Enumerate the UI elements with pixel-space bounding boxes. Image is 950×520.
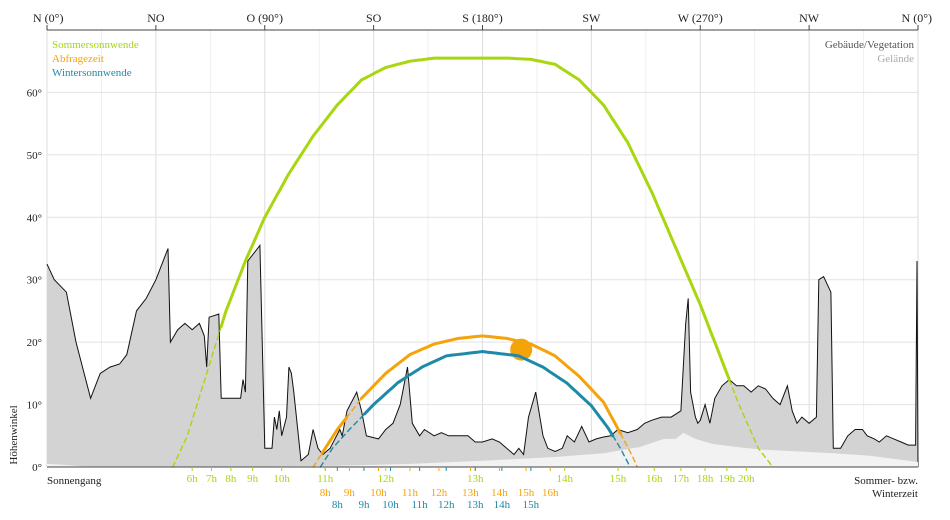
buildings-vegetation-outline: [46, 243, 919, 468]
hour-label: 10h: [273, 473, 290, 485]
terrain-area: [47, 432, 918, 467]
sun-path-0-visible: [219, 56, 731, 382]
y-tick-label: 40°: [27, 212, 42, 224]
hour-label: 14h: [491, 487, 508, 499]
legend-left-entry: Sommersonnwende: [52, 39, 139, 51]
buildings-vegetation-area: [47, 245, 918, 467]
bottom-left-label: Sonnengang: [47, 475, 102, 487]
sun-path-0-hidden: [728, 378, 774, 468]
horizon-profile: [46, 243, 919, 468]
y-tick-label: 30°: [27, 275, 42, 287]
direction-label: NO: [147, 11, 165, 25]
sun-path-2-visible: [408, 349, 615, 438]
direction-label: S (180°): [462, 11, 502, 25]
sun-path-1-hidden: [619, 432, 638, 468]
sun-paths: [172, 56, 774, 468]
hour-label: 20h: [738, 473, 755, 485]
hour-label: 11h: [402, 487, 419, 499]
hour-label: 8h: [332, 499, 344, 511]
hour-label: 10h: [370, 487, 387, 499]
hour-label: 11h: [317, 473, 334, 485]
legend-right-entry: Gelände: [877, 53, 914, 65]
hour-labels: 6h 7h 8h 9h 10h 11h 12h 13h 14h 15h 16h 17h 18h 19h 20…: [187, 467, 755, 511]
hour-label: 8h: [320, 487, 332, 499]
chart-axes: N (0°) NO O (90°) SO S (180°) SW W (270°) NW N (…: [27, 11, 932, 474]
sun-path-1-visible: [320, 416, 348, 455]
direction-label: NW: [799, 11, 820, 25]
direction-label: SO: [366, 11, 382, 25]
legend-right-entry: Gebäude/Vegetation: [825, 39, 915, 51]
sun-path-1-hidden: [345, 397, 363, 419]
direction-label: W (270°): [678, 11, 723, 25]
hour-label: 15h: [518, 487, 535, 499]
hour-label: 9h: [344, 487, 356, 499]
chart-labels: Höhenwinkel Sonnengang Sommer- bzw. Wint…: [8, 405, 918, 500]
hour-label: 10h: [382, 499, 399, 511]
hour-label: 17h: [673, 473, 690, 485]
hour-label: 7h: [206, 473, 218, 485]
hour-label: 14h: [557, 473, 574, 485]
legend-left-entry: Abfragezeit: [52, 53, 104, 65]
direction-label: O (90°): [247, 11, 283, 25]
hour-label: 12h: [377, 473, 394, 485]
hour-label: 14h: [494, 499, 511, 511]
y-axis-label: Höhenwinkel: [8, 405, 20, 464]
hour-label: 11h: [412, 499, 429, 511]
hour-label: 12h: [431, 487, 448, 499]
sun-path-1-visible: [360, 334, 622, 435]
legend: Sommersonnwende Abfragezeit Wintersonnwend…: [52, 39, 914, 79]
direction-label: SW: [582, 11, 601, 25]
sun-path-2-hidden: [612, 435, 631, 468]
hour-label: 15h: [610, 473, 627, 485]
hour-label: 6h: [187, 473, 199, 485]
sun-path-2-visible: [363, 375, 409, 416]
hour-label: 16h: [542, 487, 559, 499]
hour-label: 16h: [646, 473, 663, 485]
sun-path-0-hidden: [172, 325, 222, 468]
sun-path-1-hidden: [312, 452, 323, 468]
y-tick-label: 50°: [27, 150, 42, 162]
hour-label: 19h: [719, 473, 736, 485]
bottom-right-label-line2: Winterzeit: [872, 488, 918, 500]
hour-label: 18h: [697, 473, 714, 485]
sun-path-2-hidden: [319, 413, 366, 468]
hour-label: 15h: [523, 499, 540, 511]
hour-label: 13h: [462, 487, 479, 499]
hour-label: 9h: [358, 499, 370, 511]
direction-label: N (0°): [33, 11, 63, 25]
hour-label: 8h: [225, 473, 237, 485]
y-tick-label: 0°: [32, 462, 42, 474]
legend-left-entry: Wintersonnwende: [52, 67, 132, 79]
hour-label: 9h: [247, 473, 259, 485]
hour-label: 13h: [467, 473, 484, 485]
direction-label: N (0°): [902, 11, 932, 25]
hour-label: 13h: [467, 499, 484, 511]
y-tick-label: 60°: [27, 87, 42, 99]
y-tick-label: 20°: [27, 337, 42, 349]
hour-label: 12h: [438, 499, 455, 511]
bottom-right-label-line1: Sommer- bzw.: [854, 475, 918, 487]
y-tick-label: 10°: [27, 400, 42, 412]
